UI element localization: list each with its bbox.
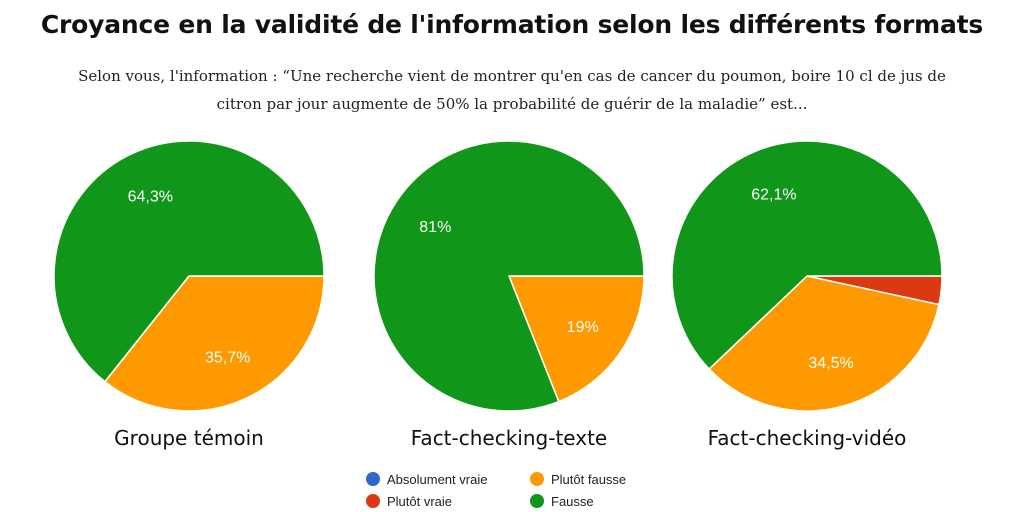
slice-fausse (373, 140, 645, 412)
pie-chart-fact-checking-texte: 19% 81% Fact-checking-texte (373, 140, 645, 450)
slice-label-fausse: 81% (419, 219, 451, 236)
slice-label-fausse: 62,1% (751, 186, 796, 203)
pie-chart-groupe-temoin: 35,7% 64,3% Groupe témoin (53, 140, 325, 450)
slice-label-plutot-fausse: 19% (567, 319, 599, 336)
legend-item-plutot-vraie: Plutôt vraie (366, 492, 452, 510)
legend-item-plutot-fausse: Plutôt fausse (530, 470, 626, 488)
chart-name-fact-checking-texte: Fact-checking-texte (411, 426, 607, 450)
slice-label-plutot-fausse: 34,5% (808, 355, 853, 372)
legend-label-fausse: Fausse (551, 493, 594, 509)
chart-name-groupe-temoin: Groupe témoin (114, 426, 264, 450)
slice-label-fausse: 64,3% (128, 189, 173, 206)
slice-plutot-fausse (507, 275, 645, 403)
question-line-2: citron par jour augmente de 50% la proba… (216, 95, 808, 113)
legend-item-fausse: Fausse (530, 492, 594, 510)
legend-item-absolument-vraie: Absolument vraie (366, 470, 487, 488)
slice-fausse (53, 140, 325, 383)
legend: Absolument vraie Plutôt vraie Plutôt fau… (366, 468, 666, 512)
chart-name-fact-checking-video: Fact-checking-vidéo (708, 426, 907, 450)
legend-swatch-plutot-vraie (366, 494, 380, 508)
legend-swatch-fausse (530, 494, 544, 508)
slice-plutot-fausse (708, 275, 940, 412)
pie-chart-fact-checking-video: 34,5% 62,1% Fact-checking-vidéo (671, 140, 943, 450)
legend-swatch-absolument-vraie (366, 472, 380, 486)
chart-title: Croyance en la validité de l'information… (40, 10, 984, 39)
slice-fausse (671, 140, 943, 371)
slice-label-plutot-fausse: 35,7% (205, 349, 250, 366)
legend-label-plutot-fausse: Plutôt fausse (551, 471, 627, 487)
legend-label-plutot-vraie: Plutôt vraie (387, 493, 453, 509)
legend-swatch-plutot-fausse (530, 472, 544, 486)
legend-label-absolument-vraie: Absolument vraie (387, 471, 488, 487)
question-line-1: Selon vous, l'information : “Une recherc… (78, 67, 946, 85)
question-text: Selon vous, l'information : “Une recherc… (50, 62, 974, 118)
slice-plutot-fausse (103, 275, 325, 412)
